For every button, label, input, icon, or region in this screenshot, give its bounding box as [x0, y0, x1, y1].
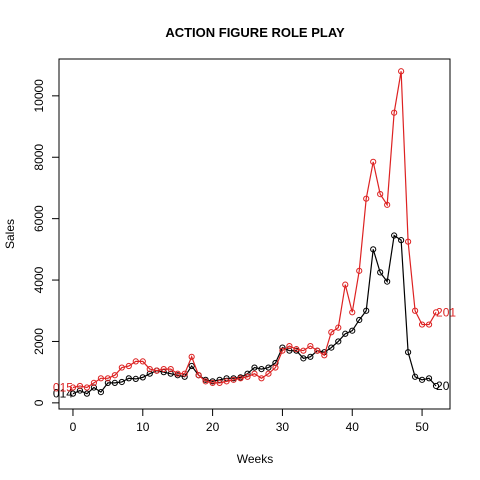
series-end-label: 20: [436, 379, 450, 393]
x-tick-label: 10: [136, 420, 150, 434]
y-tick-label: 4000: [32, 266, 46, 293]
x-tick-label: 0: [70, 420, 77, 434]
series-start-label: 015: [53, 381, 73, 395]
y-tick-label: 10000: [32, 79, 46, 113]
series-end-label: 201: [436, 305, 456, 319]
y-tick-label: 6000: [32, 205, 46, 232]
x-tick-label: 30: [276, 420, 290, 434]
series-layer: 014 20 015 201: [53, 69, 456, 401]
y-tick-label: 8000: [32, 144, 46, 171]
chart-title: ACTION FIGURE ROLE PLAY: [165, 25, 345, 40]
series-2015: 015 201: [53, 69, 456, 395]
y-tick-label: 0: [32, 399, 46, 406]
x-tick-label: 40: [346, 420, 360, 434]
y-tick-label: 2000: [32, 328, 46, 355]
series-line-2015: [73, 71, 436, 387]
x-tick-label: 50: [415, 420, 429, 434]
x-tick-label: 20: [206, 420, 220, 434]
y-axis-label: Sales: [3, 219, 17, 249]
x-axis-label: Weeks: [237, 452, 273, 466]
